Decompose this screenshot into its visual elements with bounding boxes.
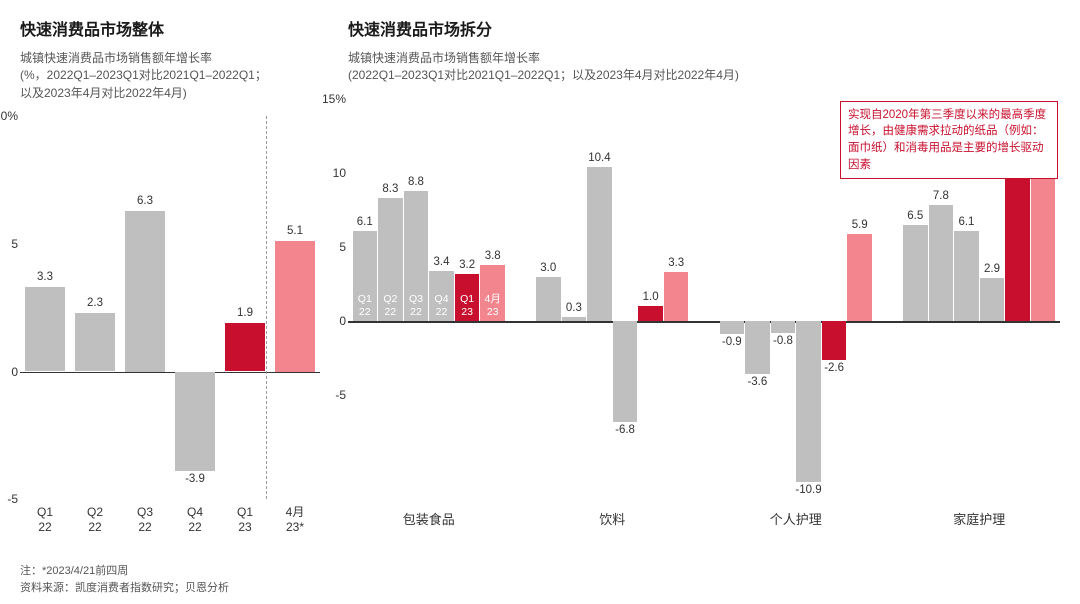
- x-tick-label: Q4 22: [187, 505, 203, 535]
- bar-value-label: 6.1: [958, 216, 974, 228]
- right-chart: 15%1050-56.1Q1 228.3Q2 228.8Q3 223.4Q4 2…: [348, 99, 1060, 557]
- bar-value-label: 8.3: [382, 183, 398, 195]
- category-label: 包装食品: [403, 509, 455, 528]
- zero-axis: [20, 372, 320, 374]
- y-tick-label: 15%: [312, 92, 346, 106]
- x-tick-label: Q1 22: [37, 505, 53, 535]
- bar: [720, 321, 745, 334]
- bar-value-label: 3.3: [37, 271, 53, 283]
- y-tick-label: 10: [312, 166, 346, 180]
- bar-value-label: 6.3: [137, 195, 153, 207]
- bar: [536, 277, 561, 321]
- bar-value-label: -10.9: [795, 484, 821, 496]
- y-tick-label: 0: [0, 365, 18, 379]
- bar-value-label: -0.8: [773, 335, 793, 347]
- bar-value-label: -3.6: [747, 376, 767, 388]
- in-bar-period-label: Q1 22: [358, 293, 372, 318]
- x-tick-label: Q2 22: [87, 505, 103, 535]
- y-tick-label: 5: [0, 237, 18, 251]
- y-tick-label: 5: [312, 240, 346, 254]
- bar: [903, 225, 928, 321]
- annotation-callout: 实现自2020年第三季度以来的最高季度增长，由健康需求拉动的纸品（例如：面巾纸）…: [840, 101, 1058, 180]
- bar-value-label: 1.9: [237, 307, 253, 319]
- bar-value-label: 3.2: [459, 259, 475, 271]
- bar-value-label: 8.8: [408, 176, 424, 188]
- in-bar-period-label: Q4 22: [435, 293, 449, 318]
- bar-value-label: 10.4: [588, 152, 610, 164]
- left-panel: 快速消费品市场整体 城镇快速消费品市场销售额年增长率 (%，2022Q1–202…: [20, 16, 320, 557]
- category-label: 饮料: [599, 509, 625, 528]
- left-subtitle: 城镇快速消费品市场销售额年增长率 (%，2022Q1–2023Q1对比2021Q…: [20, 50, 320, 102]
- bar: [225, 323, 265, 372]
- y-tick-label: 10%: [0, 109, 18, 123]
- bar-value-label: 2.9: [984, 263, 1000, 275]
- bar-value-label: 1.0: [643, 291, 659, 303]
- bar: [638, 306, 663, 321]
- in-bar-period-label: Q1 23: [460, 293, 474, 318]
- bar-value-label: 3.8: [485, 250, 501, 262]
- bar: [929, 205, 954, 321]
- in-bar-period-label: 4月 23: [485, 293, 501, 318]
- right-title: 快速消费品市场拆分: [348, 16, 1060, 40]
- category-label: 家庭护理: [953, 509, 1005, 528]
- bar: [980, 278, 1005, 321]
- bar: [25, 287, 65, 371]
- bar-value-label: 3.4: [434, 256, 450, 268]
- in-bar-period-label: Q3 22: [409, 293, 423, 318]
- bar: [954, 231, 979, 321]
- bar-value-label: 2.3: [87, 297, 103, 309]
- bar: [125, 211, 165, 372]
- x-tick-label: Q1 23: [237, 505, 253, 535]
- left-chart: 10%50-53.3Q1 222.3Q2 226.3Q3 22-3.9Q4 22…: [20, 116, 320, 557]
- category-label: 个人护理: [770, 509, 822, 528]
- bar: [822, 321, 847, 360]
- right-subtitle: 城镇快速消费品市场销售额年增长率 (2022Q1–2023Q1对比2021Q1–…: [348, 50, 1060, 85]
- bar-value-label: 6.1: [357, 216, 373, 228]
- bar-value-label: 3.3: [668, 257, 684, 269]
- bar-value-label: 3.0: [540, 262, 556, 274]
- bar-value-label: 5.9: [852, 219, 868, 231]
- y-tick-label: -5: [0, 492, 18, 506]
- bar-value-label: -6.8: [615, 424, 635, 436]
- divider-line: [266, 116, 267, 499]
- x-tick-label: 4月 23*: [286, 505, 305, 535]
- x-tick-label: Q3 22: [137, 505, 153, 535]
- bar: [771, 321, 796, 333]
- bar-value-label: 6.5: [907, 210, 923, 222]
- bar: [75, 313, 115, 372]
- bar: [175, 372, 215, 472]
- left-title: 快速消费品市场整体: [20, 16, 320, 40]
- bar: [275, 241, 315, 371]
- zero-axis: [348, 321, 1060, 323]
- bar-value-label: 0.3: [566, 302, 582, 314]
- in-bar-period-label: Q2 22: [383, 293, 397, 318]
- bar: [664, 272, 689, 321]
- bar: [745, 321, 770, 374]
- bar: [587, 167, 612, 321]
- bar-value-label: 5.1: [287, 225, 303, 237]
- right-panel: 快速消费品市场拆分 城镇快速消费品市场销售额年增长率 (2022Q1–2023Q…: [348, 16, 1060, 557]
- bar: [847, 234, 872, 321]
- bar-value-label: 7.8: [933, 190, 949, 202]
- bar: [796, 321, 821, 482]
- bar: [613, 321, 638, 422]
- footnotes: 注：*2023/4/21前四周 资料来源：凯度消费者指数研究；贝恩分析: [20, 563, 1060, 596]
- bar-value-label: -2.6: [824, 362, 844, 374]
- bar-value-label: -0.9: [722, 336, 742, 348]
- bar-value-label: -3.9: [185, 473, 205, 485]
- y-tick-label: -5: [312, 388, 346, 402]
- bar: [562, 317, 587, 321]
- y-tick-label: 0: [312, 314, 346, 328]
